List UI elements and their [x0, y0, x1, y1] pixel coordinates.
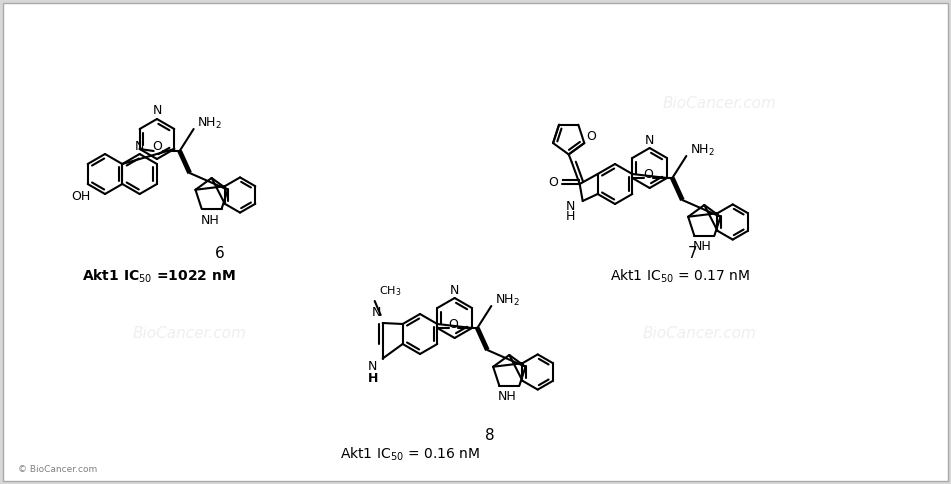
- Text: NH: NH: [201, 213, 219, 227]
- Text: 8: 8: [485, 428, 495, 443]
- Text: 6: 6: [215, 246, 224, 261]
- Text: O: O: [586, 130, 596, 142]
- Text: Akt1 IC$_{50}$ = 0.16 nM: Akt1 IC$_{50}$ = 0.16 nM: [340, 445, 480, 463]
- Text: Akt1 IC$_{50}$ = 0.17 nM: Akt1 IC$_{50}$ = 0.17 nM: [610, 267, 750, 285]
- Text: O: O: [448, 318, 458, 331]
- Text: NH: NH: [693, 241, 711, 254]
- Text: N: N: [450, 284, 459, 297]
- Text: NH: NH: [498, 391, 516, 404]
- Text: Akt1 IC$_{50}$ =1022 nM: Akt1 IC$_{50}$ =1022 nM: [82, 267, 236, 285]
- Text: H: H: [566, 211, 575, 224]
- Text: © BioCancer.com: © BioCancer.com: [18, 466, 97, 474]
- Text: N: N: [135, 139, 145, 152]
- Text: N: N: [645, 134, 654, 147]
- Text: BioCancer.com: BioCancer.com: [663, 96, 777, 111]
- Text: H: H: [367, 372, 378, 385]
- Text: BioCancer.com: BioCancer.com: [133, 327, 247, 342]
- Text: NH$_2$: NH$_2$: [495, 292, 520, 307]
- Text: BioCancer.com: BioCancer.com: [643, 327, 757, 342]
- Text: N: N: [368, 360, 378, 373]
- Text: CH$_3$: CH$_3$: [378, 284, 401, 298]
- Text: O: O: [549, 176, 558, 188]
- Text: 7: 7: [689, 246, 698, 261]
- Text: O: O: [644, 167, 653, 181]
- Text: NH$_2$: NH$_2$: [689, 142, 715, 158]
- Text: NH$_2$: NH$_2$: [197, 116, 223, 131]
- Text: O: O: [153, 140, 163, 153]
- Text: N: N: [566, 200, 575, 213]
- Text: N: N: [152, 105, 162, 118]
- Text: N: N: [372, 306, 381, 319]
- Text: OH: OH: [71, 190, 91, 202]
